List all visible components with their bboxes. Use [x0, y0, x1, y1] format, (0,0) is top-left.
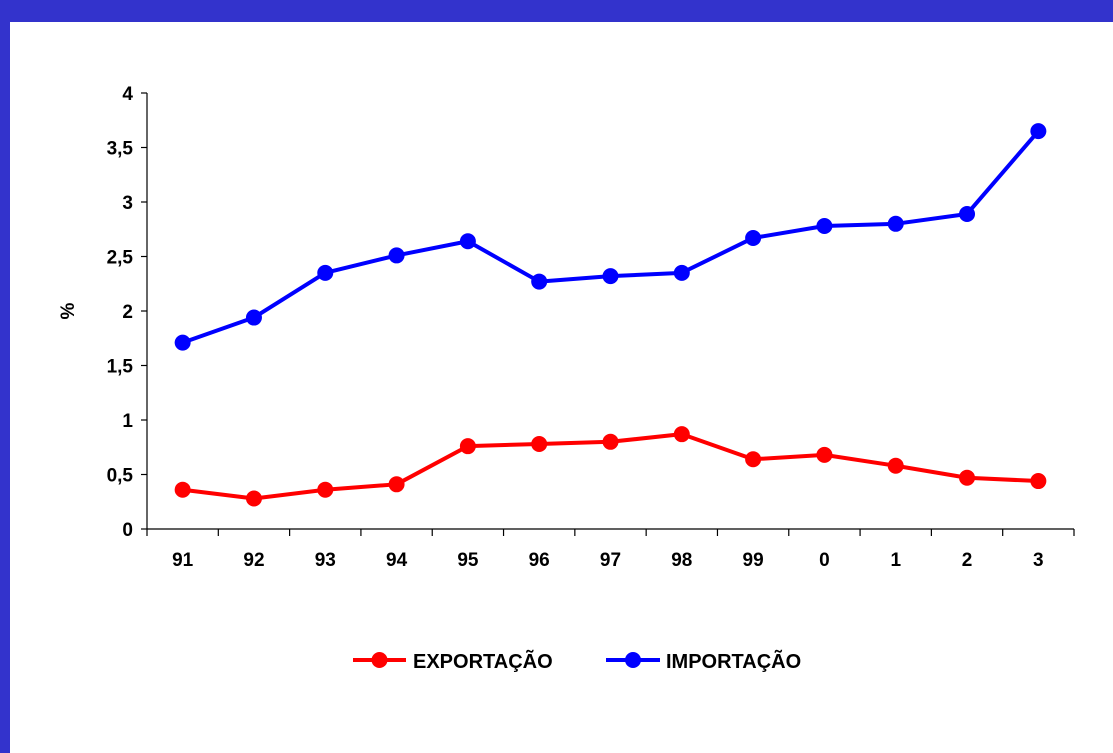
x-tick-label: 97 — [600, 550, 621, 571]
y-axis: 0 0,5 1 1,5 2 2,5 3 3,5 4 — [107, 84, 148, 541]
data-point — [816, 217, 833, 234]
legend-item-1: EXPORTAÇÃO — [353, 650, 553, 673]
x-tick-label: 1 — [890, 550, 901, 571]
data-point — [673, 264, 690, 281]
data-point — [174, 334, 191, 351]
y-axis-title: % — [58, 302, 79, 319]
data-point — [245, 309, 262, 326]
data-point — [745, 229, 762, 246]
legend-swatch-marker — [371, 652, 388, 668]
x-axis: 91 92 93 94 95 96 97 98 99 0 1 2 3 — [146, 528, 1075, 571]
x-tick-label: 95 — [457, 550, 479, 571]
data-point — [887, 215, 904, 232]
y-tick-label: 2 — [122, 302, 133, 323]
data-point — [602, 268, 619, 285]
x-tick-label: 98 — [671, 550, 692, 571]
series-group — [174, 123, 1047, 507]
x-tick-label: 96 — [529, 550, 550, 571]
y-tick-label: 0,5 — [107, 466, 134, 487]
data-point — [531, 435, 548, 452]
y-tick-label: 1 — [122, 411, 133, 432]
legend-label: EXPORTAÇÃO — [413, 650, 553, 673]
data-point — [602, 433, 619, 450]
data-point — [531, 273, 548, 290]
data-point — [317, 264, 334, 281]
data-point — [317, 481, 334, 498]
data-point — [245, 490, 262, 507]
x-tick-label: 3 — [1033, 550, 1044, 571]
series-1 — [174, 426, 1047, 507]
y-tick-label: 3 — [122, 193, 133, 214]
x-tick-label: 99 — [743, 550, 764, 571]
y-tick-label: 3,5 — [107, 139, 134, 160]
data-point — [174, 481, 191, 498]
y-tick-label: 4 — [122, 84, 133, 105]
data-point — [1030, 123, 1047, 140]
line-chart: 0 0,5 1 1,5 2 2,5 3 3,5 4 91 92 93 94 95 96 97 98 99 0 1 2 3… — [58, 84, 1075, 673]
legend: EXPORTAÇÃO IMPORTAÇÃO — [353, 650, 801, 673]
x-tick-label: 91 — [172, 550, 194, 571]
legend-swatch-marker — [625, 652, 641, 668]
data-point — [959, 469, 976, 486]
series-line — [181, 129, 1040, 345]
x-tick-label: 94 — [386, 550, 408, 571]
series-2 — [174, 123, 1047, 351]
data-point — [459, 233, 476, 250]
x-tick-label: 93 — [315, 550, 336, 571]
x-tick-label: 2 — [962, 550, 973, 571]
chart-panel: 0 0,5 1 1,5 2 2,5 3 3,5 4 91 92 93 94 95 96 97 98 99 0 1 2 3… — [10, 22, 1113, 753]
data-point — [887, 457, 904, 474]
x-tick-label: 0 — [819, 550, 830, 571]
data-point — [959, 205, 976, 222]
data-point — [745, 451, 762, 468]
legend-item-2: IMPORTAÇÃO — [606, 650, 801, 673]
data-point — [816, 446, 833, 463]
data-point — [673, 426, 690, 443]
y-tick-label: 0 — [122, 520, 133, 541]
y-tick-label: 2,5 — [107, 248, 134, 269]
data-point — [1030, 473, 1047, 490]
legend-label: IMPORTAÇÃO — [666, 650, 801, 673]
x-tick-label: 92 — [243, 550, 264, 571]
data-point — [388, 247, 405, 264]
y-tick-label: 1,5 — [107, 357, 134, 378]
data-point — [388, 476, 405, 493]
data-point — [459, 438, 476, 455]
